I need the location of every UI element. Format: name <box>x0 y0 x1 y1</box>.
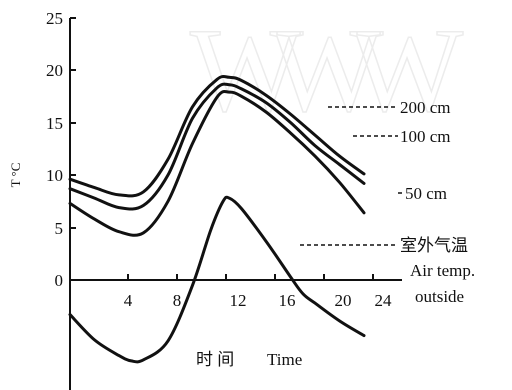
y-tick-label-25: 25 <box>46 9 63 28</box>
y-tick-label-20: 20 <box>46 61 63 80</box>
label-100cm: 100 cm <box>400 127 451 146</box>
series-100cm-line <box>68 82 366 211</box>
x-axis-label-en: Time <box>267 350 302 369</box>
label-50cm: 50 cm <box>405 184 447 203</box>
y-tick-label-10: 10 <box>46 166 63 185</box>
y-tick-label-15: 15 <box>46 114 63 133</box>
y-tick-label-5: 5 <box>55 219 64 238</box>
x-tick-label-12: 12 <box>230 291 247 310</box>
series-air-temp-line <box>68 195 366 364</box>
x-tick-label-4: 4 <box>124 291 133 310</box>
x-tick-marks <box>127 274 374 280</box>
x-tick-label-16: 16 <box>279 291 296 310</box>
x-tick-label-8: 8 <box>173 291 182 310</box>
x-tick-label-24: 24 <box>375 291 393 310</box>
label-air-temp-en-1: Air temp. <box>410 261 475 280</box>
x-tick-label-20: 20 <box>335 291 352 310</box>
label-air-temp-cn: 室外气温 <box>400 236 468 255</box>
series-50cm-line <box>68 90 366 237</box>
y-tick-label-0: 0 <box>55 271 64 290</box>
label-200cm: 200 cm <box>400 98 451 117</box>
series-200cm-line <box>68 74 366 198</box>
svg-text:W: W <box>350 3 464 136</box>
watermark-graphic: W W W <box>189 2 465 137</box>
x-axis-label-cn: 时 间 <box>196 350 234 369</box>
y-axis-label: T °C <box>8 163 23 188</box>
y-tick-marks <box>70 17 76 229</box>
label-air-temp-en-2: outside <box>415 287 464 306</box>
